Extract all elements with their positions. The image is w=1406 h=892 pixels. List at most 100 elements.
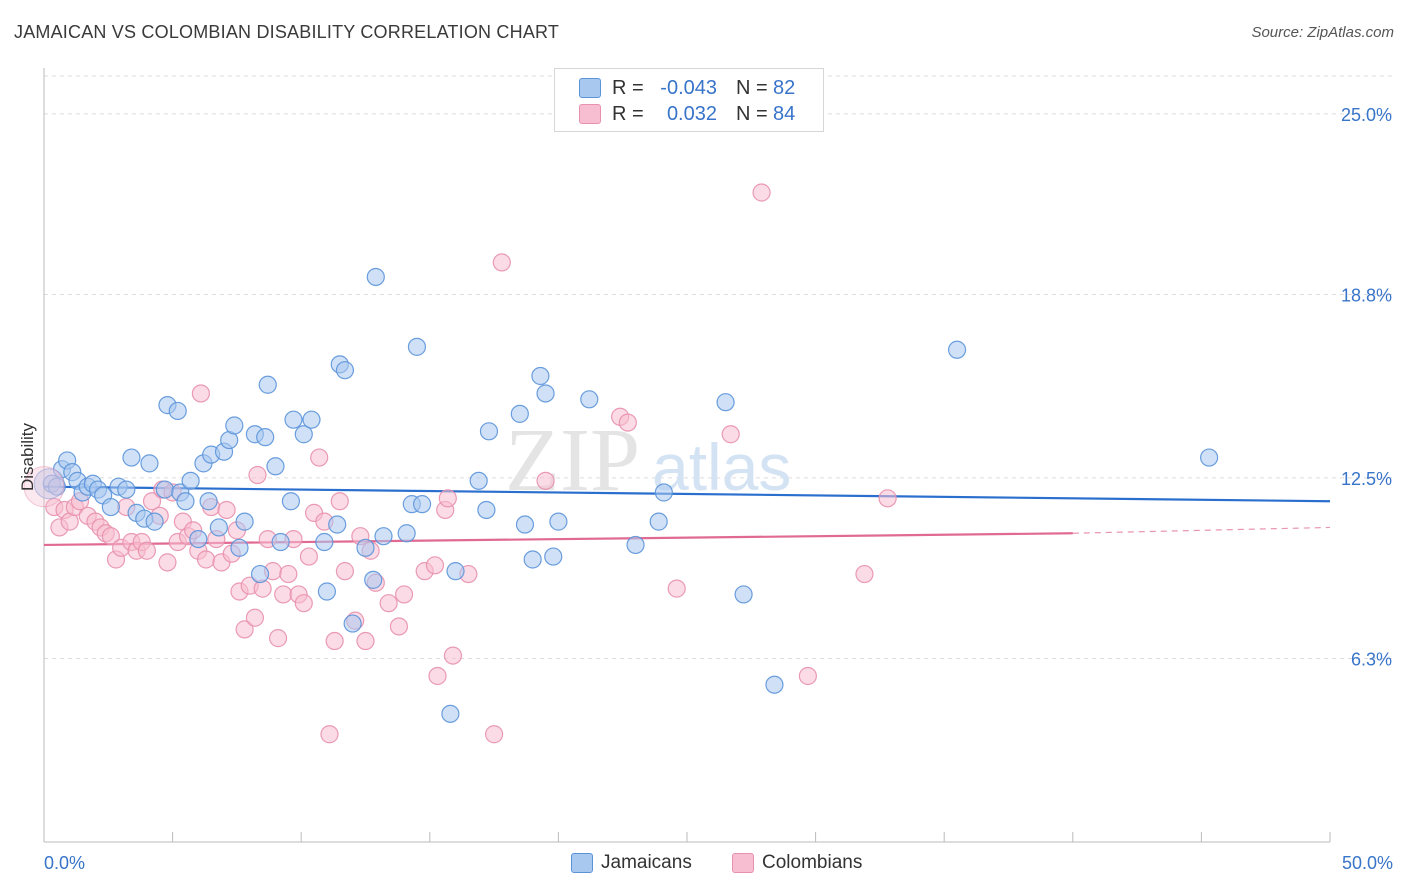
colombians-swatch bbox=[579, 104, 601, 124]
chart-title: JAMAICAN VS COLOMBIAN DISABILITY CORRELA… bbox=[14, 22, 560, 42]
watermark-atlas: atlas bbox=[652, 430, 791, 504]
colombian-point bbox=[310, 448, 329, 467]
source-label: Source: ZipAtlas.com bbox=[1251, 24, 1394, 41]
jamaican-point bbox=[294, 425, 313, 444]
colombian-point bbox=[23, 466, 65, 508]
colombian-point bbox=[721, 425, 740, 444]
jamaican-point bbox=[225, 416, 244, 435]
jamaican-point bbox=[397, 524, 416, 543]
jamaican-point bbox=[189, 529, 208, 549]
jamaican-point bbox=[266, 457, 285, 476]
jamaican-point bbox=[515, 515, 535, 534]
colombian-point bbox=[379, 594, 398, 613]
r-value: 0.032 bbox=[666, 103, 717, 125]
jamaican-point bbox=[101, 497, 120, 517]
jamaican-point bbox=[407, 337, 427, 356]
jamaican-point bbox=[734, 585, 753, 604]
colombian-point bbox=[492, 253, 511, 272]
jamaican-point bbox=[477, 500, 496, 520]
colombian-point bbox=[320, 725, 339, 744]
colombians-swatch bbox=[732, 853, 754, 873]
legend-row-colombians: R = 0.032 N = 84 bbox=[555, 101, 823, 127]
jamaican-point bbox=[716, 393, 735, 412]
jamaican-point bbox=[479, 422, 499, 441]
jamaicans-swatch bbox=[571, 853, 593, 873]
jamaican-point bbox=[469, 471, 488, 490]
jamaican-point bbox=[523, 550, 542, 569]
jamaican-point bbox=[765, 675, 784, 694]
colombian-point bbox=[294, 594, 313, 613]
jamaican-point bbox=[343, 614, 362, 633]
jamaican-point bbox=[441, 704, 460, 723]
colombian-point bbox=[191, 384, 210, 403]
jamaican-point bbox=[117, 480, 136, 499]
jamaican-point bbox=[580, 390, 599, 409]
legend-label: Jamaicans bbox=[601, 852, 692, 873]
colombian-point bbox=[485, 725, 504, 744]
jamaican-point bbox=[140, 454, 159, 473]
jamaican-point bbox=[549, 512, 568, 531]
jamaican-point bbox=[168, 401, 187, 421]
legend-row-jamaicans: R = -0.043 N = 82 bbox=[555, 75, 823, 101]
point-layer bbox=[23, 183, 1219, 744]
colombian-point bbox=[142, 492, 162, 511]
r-label: R = bbox=[612, 103, 644, 125]
jamaican-point bbox=[317, 582, 337, 601]
colombian-point bbox=[878, 489, 897, 508]
jamaican-point bbox=[176, 492, 195, 511]
jamaican-point bbox=[315, 532, 334, 552]
jamaican-point bbox=[328, 515, 347, 534]
r-label: R = bbox=[612, 77, 644, 99]
jamaican-point bbox=[947, 340, 967, 359]
grid-layer bbox=[44, 75, 1394, 660]
colombian-point bbox=[101, 527, 120, 546]
colombian-point bbox=[158, 553, 177, 572]
colombian-point bbox=[196, 550, 216, 569]
colombian-point bbox=[752, 183, 771, 202]
jamaican-point bbox=[356, 538, 375, 557]
colombian-point bbox=[248, 465, 267, 485]
jamaicans-swatch bbox=[579, 78, 601, 98]
jamaican-point bbox=[412, 495, 432, 514]
jamaican-point bbox=[250, 564, 270, 584]
jamaican-point bbox=[235, 512, 254, 531]
jamaican-point bbox=[446, 562, 465, 581]
jamaican-point bbox=[510, 404, 529, 423]
jamaican-point bbox=[364, 570, 383, 589]
colombian-point bbox=[443, 646, 463, 665]
jamaican-point bbox=[281, 492, 301, 511]
jamaican-point bbox=[335, 361, 355, 380]
n-label: N = bbox=[736, 103, 768, 125]
legend-label: Colombians bbox=[762, 852, 863, 873]
stats-legend: R = -0.043 N = 82 R = 0.032 N = 84 bbox=[554, 68, 824, 132]
colombians-trend-extension bbox=[1072, 526, 1331, 534]
jamaican-point bbox=[649, 512, 668, 531]
jamaicans-trend-line bbox=[43, 485, 1331, 503]
colombian-point bbox=[325, 631, 344, 651]
colombian-point bbox=[335, 562, 355, 581]
y-tick-label: 18.8% bbox=[1341, 285, 1392, 305]
colombian-point bbox=[438, 489, 457, 508]
x-tick-label: 50.0% bbox=[1342, 853, 1393, 873]
colombian-point bbox=[137, 541, 156, 560]
colombian-point bbox=[245, 608, 265, 627]
colombian-point bbox=[428, 666, 447, 686]
colombian-point bbox=[274, 585, 293, 604]
jamaican-point bbox=[302, 410, 321, 429]
x-tick-label: 0.0% bbox=[44, 853, 85, 873]
label-layer: 6.3% 12.5% 18.8% 25.0% 0.0% 50.0% Disability bbox=[18, 105, 1393, 873]
jamaican-point bbox=[271, 532, 290, 552]
colombian-point bbox=[330, 492, 349, 511]
jamaican-point bbox=[181, 471, 200, 490]
y-tick-label: 25.0% bbox=[1341, 105, 1392, 125]
jamaican-point bbox=[145, 512, 164, 531]
y-axis-label: Disability bbox=[18, 422, 37, 491]
jamaican-point bbox=[544, 547, 563, 566]
jamaican-point bbox=[199, 492, 218, 511]
r-value: -0.043 bbox=[660, 77, 717, 99]
jamaican-point bbox=[1200, 448, 1219, 467]
colombian-point bbox=[855, 564, 874, 584]
colombian-point bbox=[667, 579, 686, 598]
y-tick-label: 12.5% bbox=[1341, 469, 1392, 489]
jamaican-point bbox=[258, 375, 277, 394]
